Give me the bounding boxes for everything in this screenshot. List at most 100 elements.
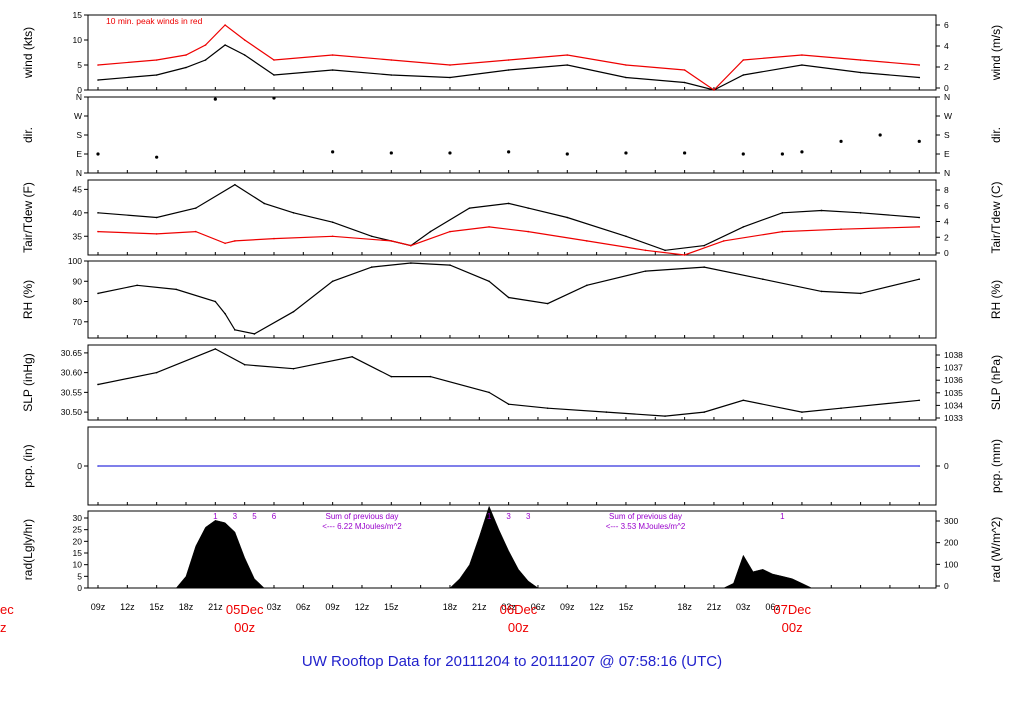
ytick-label-slp-0: 30.50	[61, 407, 83, 417]
point-slp-0-8	[488, 391, 490, 394]
point-wind-0-5	[243, 54, 246, 56]
panel-frame-temp	[87, 179, 937, 256]
series-line-temp-1	[97, 226, 920, 256]
point-rh-0-9	[370, 266, 373, 268]
x-tick-label-8: 12z	[355, 602, 370, 612]
panel-frame-rh	[87, 260, 937, 339]
point-slp-0-12	[664, 415, 666, 417]
dir-point-0-1	[155, 155, 159, 159]
day-time-0: 00z	[234, 620, 255, 635]
point-pcp-0-1	[918, 465, 921, 467]
ylabel-right-pcp: pcp. (mm)	[989, 439, 1003, 493]
ytick-right-label-temp-1: 2	[944, 232, 949, 242]
point-slp-0-17	[918, 399, 921, 402]
ytick-label-rad-5: 25	[73, 525, 83, 535]
point-temp-1-11	[527, 230, 529, 233]
point-wind-1-3	[204, 44, 207, 46]
ylabel-right-rad: rad (W/m^2)	[989, 517, 1003, 583]
point-rh-0-12	[488, 280, 490, 283]
x-tick-label-18: 21z	[707, 602, 722, 612]
point-wind-1-16	[801, 54, 803, 56]
series-line-slp-0	[97, 348, 920, 417]
ytick-right-label-wind-3: 6	[944, 20, 949, 30]
point-rh-0-10	[410, 262, 412, 264]
rad-marker-4: 1	[487, 512, 492, 521]
point-wind-1-11	[566, 54, 569, 56]
x-tick-label-6: 06z	[296, 602, 311, 612]
point-slp-0-2	[214, 348, 217, 350]
x-tick-label-0: 09z	[91, 602, 106, 612]
x-tick-label-12: 03z	[501, 602, 516, 612]
ylabel-rh: RH (%)	[21, 280, 35, 319]
ytick-right-label-temp-0: 0	[944, 248, 949, 258]
series-line-wind-0	[97, 44, 920, 91]
day-time-1: 00z	[508, 620, 529, 635]
x-tick-label-11: 21z	[472, 602, 487, 612]
point-wind-0-3	[204, 59, 207, 61]
x-tick-label-7: 09z	[325, 602, 340, 612]
ylabel-dir: dir.	[21, 127, 35, 143]
rad-marker-5: 3	[506, 512, 511, 521]
rad-marker-3: 6	[272, 512, 277, 521]
point-rh-0-11	[449, 264, 451, 266]
point-temp-1-13	[644, 249, 647, 252]
point-temp-0-7	[370, 235, 373, 238]
series-line-temp-0	[97, 183, 920, 251]
dir-point-0-5	[389, 151, 393, 155]
ytick-right-label-dir-3: E	[944, 149, 950, 159]
rad-note-line1-0: Sum of previous day	[326, 512, 399, 521]
point-rh-0-13	[507, 296, 510, 299]
x-tick-label-1: 12z	[120, 602, 135, 612]
ytick-label-wind-0: 0	[77, 85, 82, 95]
point-wind-0-7	[331, 69, 334, 71]
point-wind-0-12	[625, 76, 627, 79]
rad-note-line1-1: Sum of previous day	[609, 512, 682, 521]
point-temp-0-14	[625, 235, 627, 238]
ytick-right-label-slp-0: 1033	[944, 413, 963, 423]
ytick-label-rh-1: 80	[73, 297, 83, 307]
ylabel-right-wind: wind (m/s)	[989, 25, 1003, 81]
point-temp-1-8	[410, 244, 412, 247]
ytick-label-rad-6: 30	[73, 513, 83, 523]
point-rh-0-18	[762, 278, 764, 281]
ytick-label-slp-3: 30.65	[61, 348, 83, 358]
point-temp-0-11	[507, 202, 510, 205]
point-wind-1-14	[713, 89, 715, 91]
point-rh-0-7	[292, 310, 295, 313]
ytick-right-label-wind-1: 2	[944, 62, 949, 72]
point-wind-1-2	[185, 54, 187, 56]
dir-point-0-12	[780, 152, 784, 156]
x-tick-label-13: 06z	[531, 602, 546, 612]
point-temp-1-10	[488, 226, 490, 228]
rad-area-2	[723, 554, 812, 589]
day-date-1: 06Dec	[500, 602, 538, 617]
ytick-label-dir-2: S	[76, 130, 82, 140]
point-wind-0-6	[273, 74, 275, 76]
point-wind-0-2	[185, 66, 187, 69]
point-wind-1-4	[224, 24, 226, 26]
point-temp-1-17	[840, 228, 842, 231]
point-rh-0-8	[331, 280, 334, 283]
ylabel-right-dir: dir.	[989, 127, 1003, 143]
point-slp-0-6	[390, 375, 393, 378]
ytick-label-rad-2: 10	[73, 560, 83, 570]
point-wind-0-1	[155, 74, 158, 76]
day-date-0: 05Dec	[226, 602, 264, 617]
x-tick-label-5: 03z	[267, 602, 282, 612]
dir-point-0-6	[448, 151, 452, 155]
point-wind-1-12	[625, 64, 627, 66]
x-tick-label-2: 15z	[149, 602, 164, 612]
x-tick-label-4: 21z	[208, 602, 223, 612]
point-temp-1-0	[97, 230, 99, 233]
dir-point-0-9	[624, 151, 628, 155]
rad-marker-0: 1	[213, 512, 218, 521]
ytick-label-temp-0: 35	[73, 231, 83, 241]
point-wind-1-7	[331, 54, 334, 56]
point-rh-0-16	[644, 270, 647, 272]
ytick-label-rh-2: 90	[73, 276, 83, 286]
rad-note-line2-0: <--- 6.22 MJoules/m^2	[322, 522, 402, 531]
ylabel-wind: wind (kts)	[21, 27, 35, 79]
point-rh-0-14	[546, 302, 549, 305]
ylabel-rad: rad(Lgly/hr)	[21, 519, 35, 580]
ylabel-right-temp: Tair/Tdew (C)	[989, 181, 1003, 253]
